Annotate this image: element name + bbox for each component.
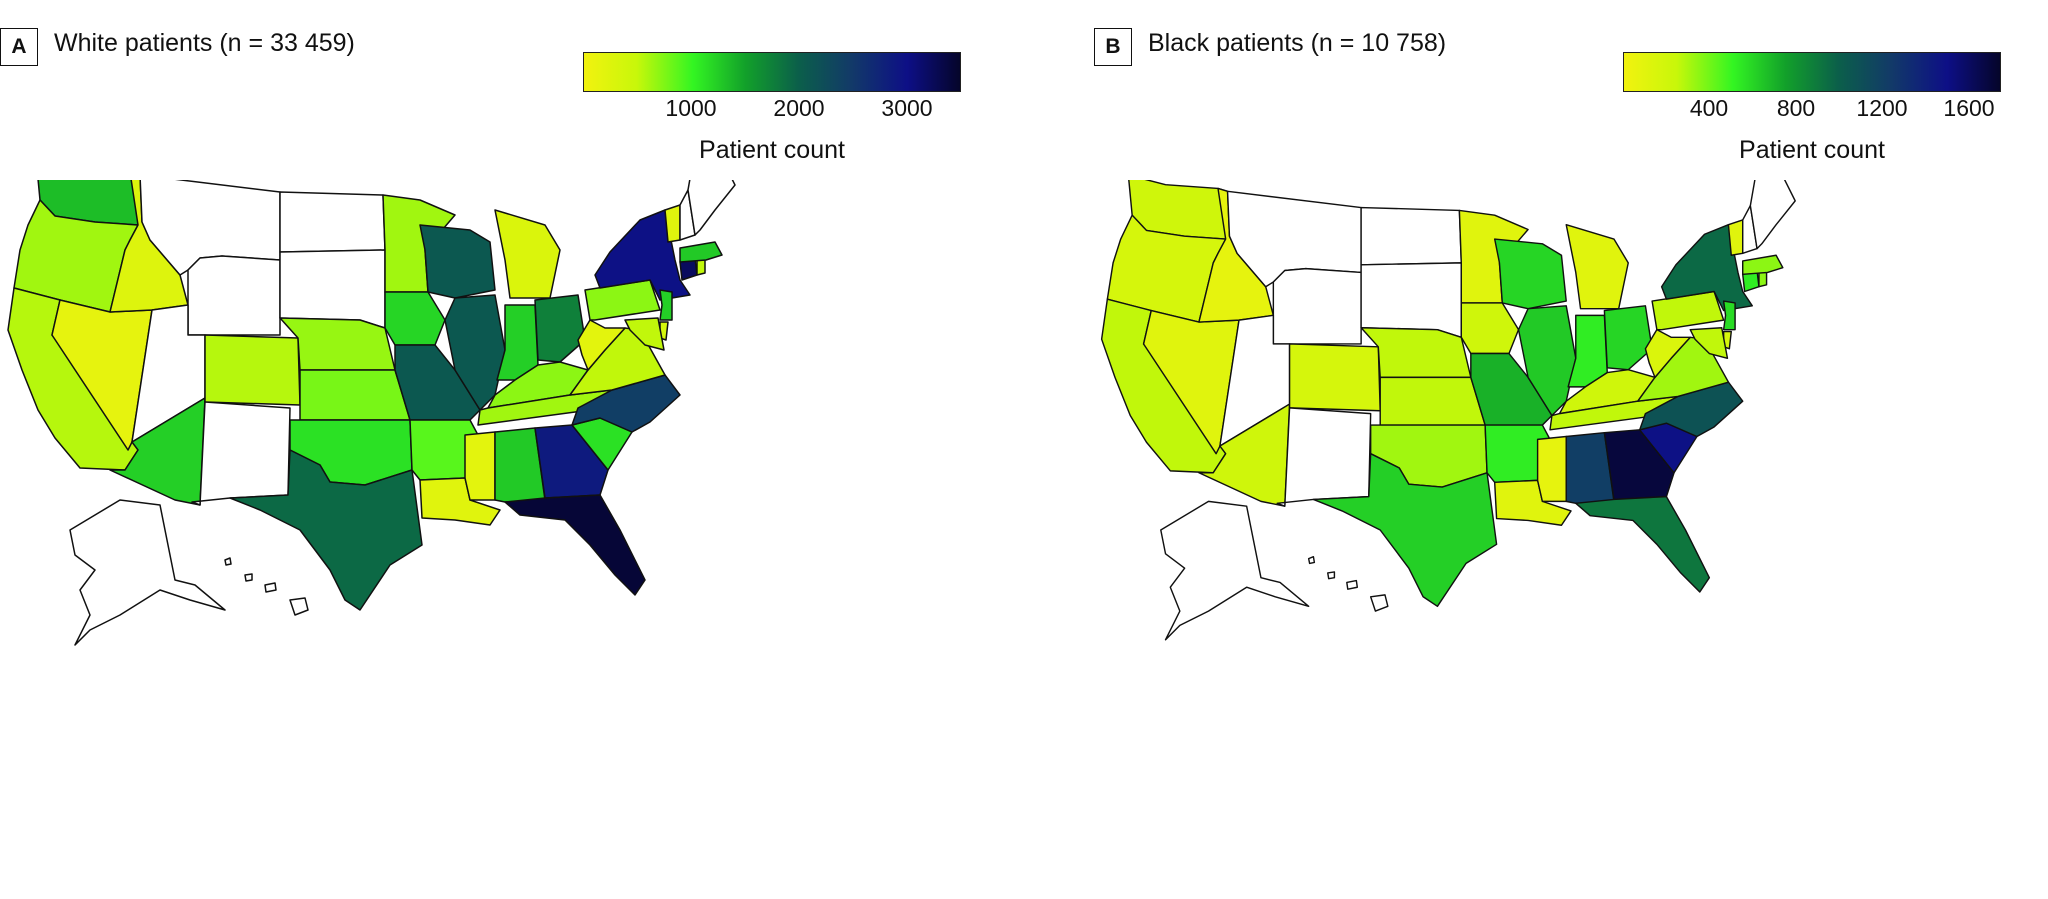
state-nd [1360,206,1463,266]
panel-title-b: Black patients (n = 10 758) [1148,29,1447,57]
colorbar-tick-label: 3000 [881,95,933,121]
state-il [1517,305,1577,417]
state-ga [1603,429,1675,501]
colorbar-b [1623,52,2001,92]
state-ri [1758,271,1768,288]
state-me [1749,180,1796,250]
colorbar-ticks-b: 400 800 1200 1600 [1623,95,2001,121]
state-wv [1644,328,1691,379]
state-fl [504,494,646,596]
state-il [444,294,506,411]
panel-letter-a: A [0,28,38,66]
state-mi [1565,224,1629,310]
panel-black-patients: B Black patients (n = 10 758) 400 800 12… [1094,0,2048,899]
state-ia [384,291,446,346]
state-vt [664,204,681,243]
state-ks [1379,376,1486,426]
state-wi [1493,238,1567,310]
state-ks [299,369,411,421]
state-co [1288,343,1381,412]
us-choropleth-map-white [7,180,736,646]
colorbar-tick-label: 800 [1776,95,1816,121]
state-mi [494,209,561,299]
state-mo [1470,352,1553,426]
state-nj [659,289,673,321]
colorbar-tick-label: 1200 [1856,95,1908,121]
state-nm [1276,407,1372,507]
states-group [7,180,736,646]
state-tx [1312,452,1498,608]
state-nm [191,401,291,506]
colorbar-title-a: Patient count [699,136,845,164]
state-ny [594,209,691,301]
state-sd [279,249,386,329]
state-sd [1360,262,1463,339]
us-choropleth-map-black [1100,180,1796,641]
colorbar-tick-label: 1600 [1943,95,1995,121]
state-vt [1727,219,1744,256]
state-wy [1272,267,1362,345]
colorbar-title-b: Patient count [1739,136,1885,164]
state-nj [1722,300,1736,331]
state-co [204,334,301,406]
alaska-outline [1160,500,1310,641]
state-ny [1660,224,1753,312]
state-me [687,180,736,236]
state-wv [577,319,626,371]
state-ga [534,424,609,499]
state-ia [1460,302,1520,355]
state-nd [279,191,386,253]
state-pa [584,279,661,321]
alaska-outline [69,499,226,646]
hawaii-outline [1307,555,1389,612]
colorbar-a [583,52,961,92]
state-md [624,317,665,351]
panel-title-a: White patients (n = 33 459) [54,29,355,57]
state-ms [1536,435,1567,503]
state-oh [1603,305,1653,371]
states-group [1100,180,1796,641]
panel-letter-b: B [1094,28,1132,66]
state-tx [229,449,423,611]
state-ma [1742,254,1784,276]
state-ri [696,259,706,276]
colorbar-tick-label: 1000 [665,95,717,121]
state-ma [679,241,723,263]
colorbar-ticks-a: 1000 2000 3000 [583,95,961,121]
hawaii-outline [224,557,309,616]
state-md [1689,327,1729,359]
state-pa [1651,290,1725,331]
state-fl [1575,495,1711,593]
state-mo [394,344,481,421]
panel-white-patients: A White patients (n = 33 459) 1000 2000 … [0,28,961,646]
state-wi [419,224,496,299]
colorbar-tick-label: 400 [1689,95,1729,121]
state-ms [464,431,496,501]
state-wy [187,255,281,336]
colorbar-tick-label: 2000 [773,95,825,121]
state-oh [534,294,586,363]
